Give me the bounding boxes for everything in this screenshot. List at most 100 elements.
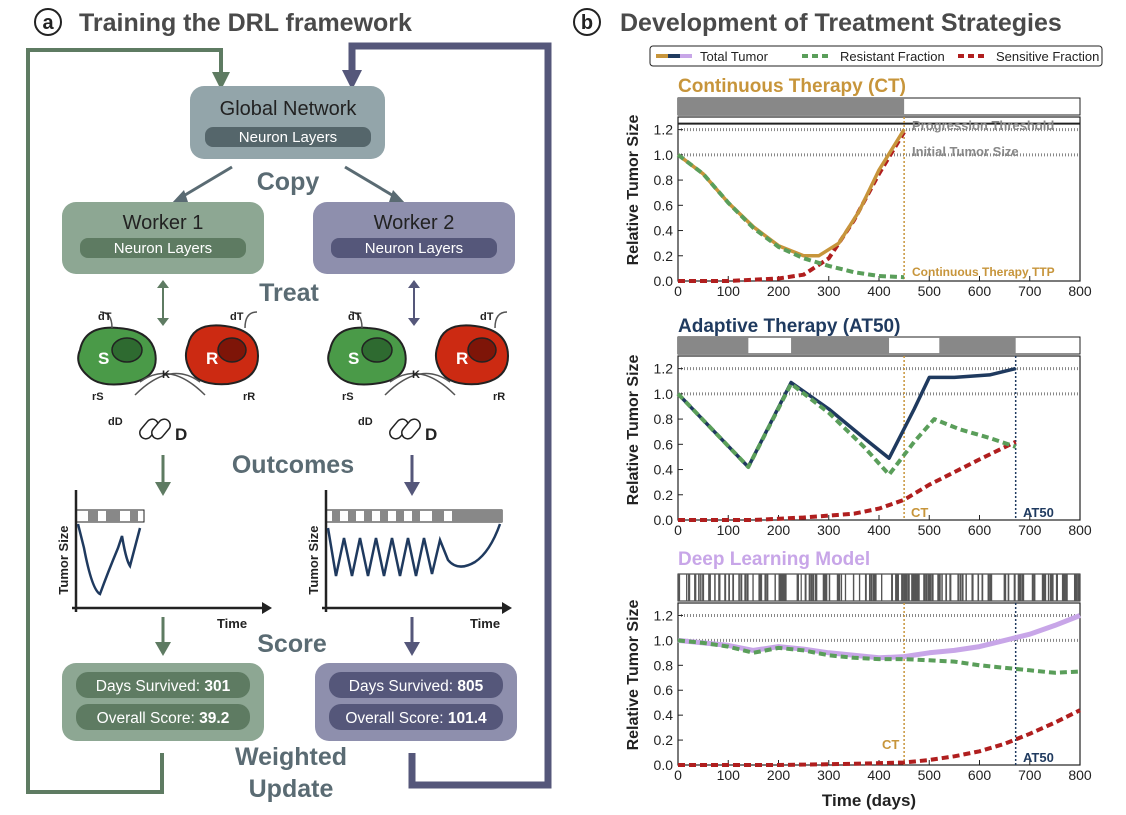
legend-total-tumor: Total Tumor	[700, 49, 769, 64]
dl-treatment-dose	[774, 574, 776, 601]
dl-treatment-dose	[971, 574, 974, 601]
ct-xtick-label: 0	[674, 283, 682, 299]
dl-treatment-dose	[977, 574, 980, 601]
dl-xtick-label: 700	[1018, 767, 1042, 783]
worker1-score-value: 39.2	[199, 710, 229, 727]
worker1-score-pill	[76, 704, 250, 730]
worker2-treat-arrowhead-up	[408, 280, 420, 288]
dl-treatment-dose	[1033, 574, 1036, 601]
resistant-label-2: R	[456, 349, 468, 368]
chart-continuous-therapy: Continuous Therapy (CT) Relative Tumor S…	[625, 76, 1092, 299]
annotation-ct-vline-2: CT	[911, 505, 928, 520]
annotation-initial-tumor-size: Initial Tumor Size	[912, 144, 1019, 159]
dl-treatment-dose	[897, 574, 899, 601]
worker2-days-text: Days Survived: 805	[349, 678, 484, 695]
dl-treatment-dose	[744, 574, 747, 601]
worker1-dose-1	[88, 510, 98, 522]
worker2-days-pill	[329, 672, 503, 698]
at50-treatment-on-0	[678, 337, 749, 354]
dl-treatment-dose	[929, 574, 932, 601]
rs-label-1: rS	[92, 391, 104, 403]
dt-label-s-2: dT	[348, 311, 362, 323]
worker1-treat-arrowhead-down	[157, 318, 169, 326]
dl-treatment-dose	[874, 574, 877, 601]
dl-treatment-dose	[708, 574, 711, 601]
dl-treatment-dose	[937, 574, 941, 601]
dl-treatment-dose	[961, 574, 964, 601]
worker2-title: Worker 2	[374, 212, 455, 234]
dl-treatment-dose	[891, 574, 893, 601]
copy-arrowhead-left	[171, 190, 188, 204]
dl-treatment-dose	[987, 574, 990, 601]
dl-treatment-dose	[694, 574, 697, 601]
dl-treatment-dose	[824, 574, 828, 601]
at50-xtick-label: 300	[817, 522, 841, 538]
at50-ytick-label: 1.0	[654, 386, 674, 402]
chart-at50-plot: 0 100 200 300 400 500 600 700 800 0.0 0.2 0.4 0.6 0.8…	[654, 336, 1092, 538]
dl-treatment-dose	[746, 574, 749, 601]
dl-treatment-dose	[1077, 574, 1080, 601]
dt-arrow-s-2	[349, 311, 363, 329]
dl-treatment-dose	[688, 574, 691, 601]
sensitive-label-1: S	[98, 349, 109, 368]
worker1-title: Worker 1	[123, 212, 204, 234]
chart-deep-learning: Deep Learning Model Relative Tumor Size …	[625, 549, 1092, 810]
dl-treatment-dose	[702, 574, 705, 601]
at50-ytick-label: 1.2	[654, 361, 674, 377]
dt-label-r-2: dT	[480, 311, 494, 323]
global-neuron-layers-bar	[205, 127, 371, 147]
dl-treatment-dose	[858, 574, 861, 601]
panel-b-charts: b Development of Treatment Strategies To…	[573, 8, 1103, 810]
dl-treatment-dose	[1003, 574, 1007, 601]
cell-interaction-diagram-1: S R dT dT K rS rR dD D	[77, 311, 260, 444]
ct-ytick-label: 0.0	[654, 273, 674, 289]
dl-ytick-label: 0.2	[654, 732, 674, 748]
dl-treatment-dose	[989, 574, 993, 601]
panel-a-title: Training the DRL framework	[79, 9, 412, 37]
dl-ytick-label: 0.4	[654, 707, 674, 723]
dl-treatment-dose	[895, 574, 898, 601]
drug-label-1: D	[175, 425, 187, 444]
drug-pill-icon-2	[389, 418, 421, 440]
dl-ytick-label: 1.0	[654, 632, 674, 648]
dl-treatment-dose	[698, 574, 700, 601]
legend-frame	[649, 45, 1103, 67]
chart-at50-ylabel: Relative Tumor Size	[625, 354, 642, 505]
dl-treatment-dose	[917, 574, 920, 601]
worker2-loop-arrowhead	[342, 70, 362, 90]
ct-ytick-label: 1.2	[654, 122, 674, 138]
treat-label: Treat	[259, 279, 319, 307]
worker2-neuron-layers: Neuron Layers	[365, 240, 463, 257]
legend-resistant-fraction: Resistant Fraction	[840, 49, 945, 64]
dl-treatment-dose	[931, 574, 934, 601]
drug-label-2: D	[425, 425, 437, 444]
outcomes-label: Outcomes	[232, 451, 354, 479]
dl-treatment-dose	[844, 574, 847, 601]
dt-label-r-1: dT	[230, 311, 244, 323]
worker1-days-text: Days Survived: 301	[96, 678, 231, 695]
ct-xtick-label: 700	[1018, 283, 1042, 299]
annotation-at50-vline-3: AT50	[1023, 750, 1054, 765]
dl-treatment-dose	[1013, 574, 1016, 601]
dl-treatment-dose	[1051, 574, 1054, 601]
worker1-neuron-bar	[80, 238, 246, 258]
weighted-label: Weighted	[235, 743, 347, 771]
at50-xtick-label: 700	[1018, 522, 1042, 538]
legend: Total Tumor Resistant Fraction Sensitive…	[649, 45, 1103, 67]
at50-ytick-label: 0.2	[654, 487, 674, 503]
worker1-update-loop	[26, 48, 223, 794]
ct-xtick-label: 300	[817, 283, 841, 299]
dl-treatment-dose	[800, 574, 802, 601]
at50-xtick-label: 100	[717, 522, 741, 538]
dl-treatment-dose	[1047, 574, 1050, 601]
annotation-ct-vline-3: CT	[882, 737, 899, 752]
dl-treatment-dose	[810, 574, 813, 601]
dl-treatment-dose	[1043, 574, 1047, 601]
dl-treatment-dose	[1063, 574, 1066, 601]
dl-xtick-label: 300	[817, 767, 841, 783]
ct-xtick-label: 800	[1068, 283, 1092, 299]
copy-arrow-left	[179, 165, 233, 200]
worker1-x-arrowhead	[262, 602, 272, 614]
dl-xtick-label: 100	[717, 767, 741, 783]
ct-xtick-label: 200	[767, 283, 791, 299]
